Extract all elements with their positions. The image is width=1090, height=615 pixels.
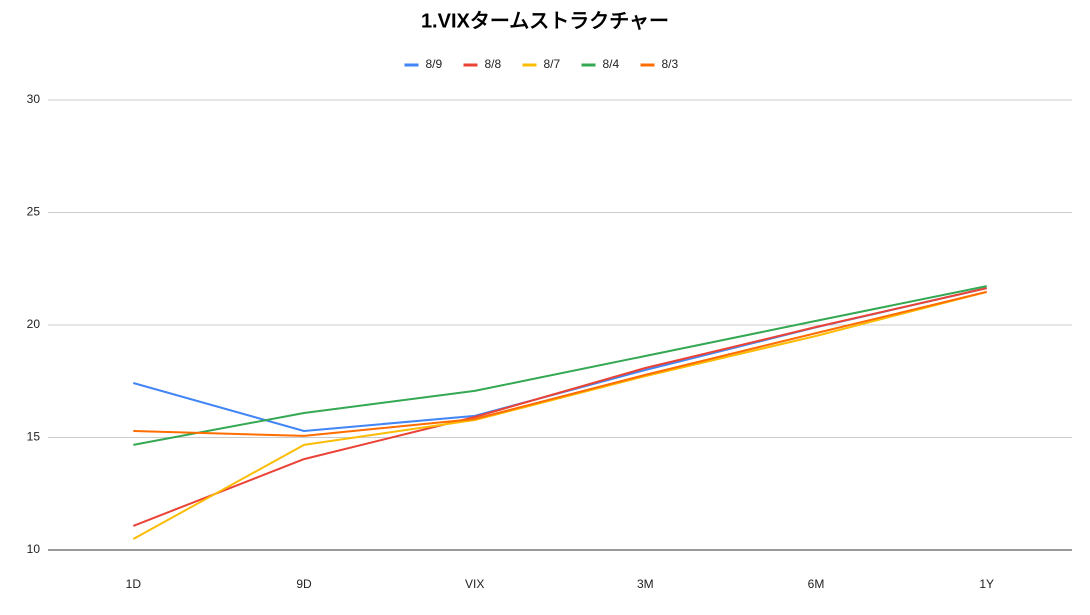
chart-title: 1.VIXタームストラクチャー (421, 9, 669, 32)
legend-label: 8/8 (485, 57, 502, 71)
legend-label: 8/4 (603, 57, 620, 71)
x-tick-label: 3M (637, 577, 654, 591)
x-tick-label: 9D (296, 577, 312, 591)
y-tick-label: 10 (27, 542, 41, 556)
legend-label: 8/9 (426, 57, 443, 71)
series-line (132, 287, 987, 527)
y-tick-label: 30 (27, 92, 41, 106)
legend-label: 8/3 (662, 57, 679, 71)
x-tick-label: 1D (126, 577, 142, 591)
x-tick-label: 1Y (979, 577, 994, 591)
x-tick-label: 6M (808, 577, 825, 591)
y-tick-label: 20 (27, 317, 41, 331)
y-tick-label: 15 (27, 430, 41, 444)
series-line (133, 285, 987, 446)
series-line (132, 290, 987, 540)
legend-label: 8/7 (544, 57, 561, 71)
y-tick-label: 25 (27, 205, 41, 219)
x-tick-label: VIX (465, 577, 484, 591)
series-line (133, 290, 987, 437)
